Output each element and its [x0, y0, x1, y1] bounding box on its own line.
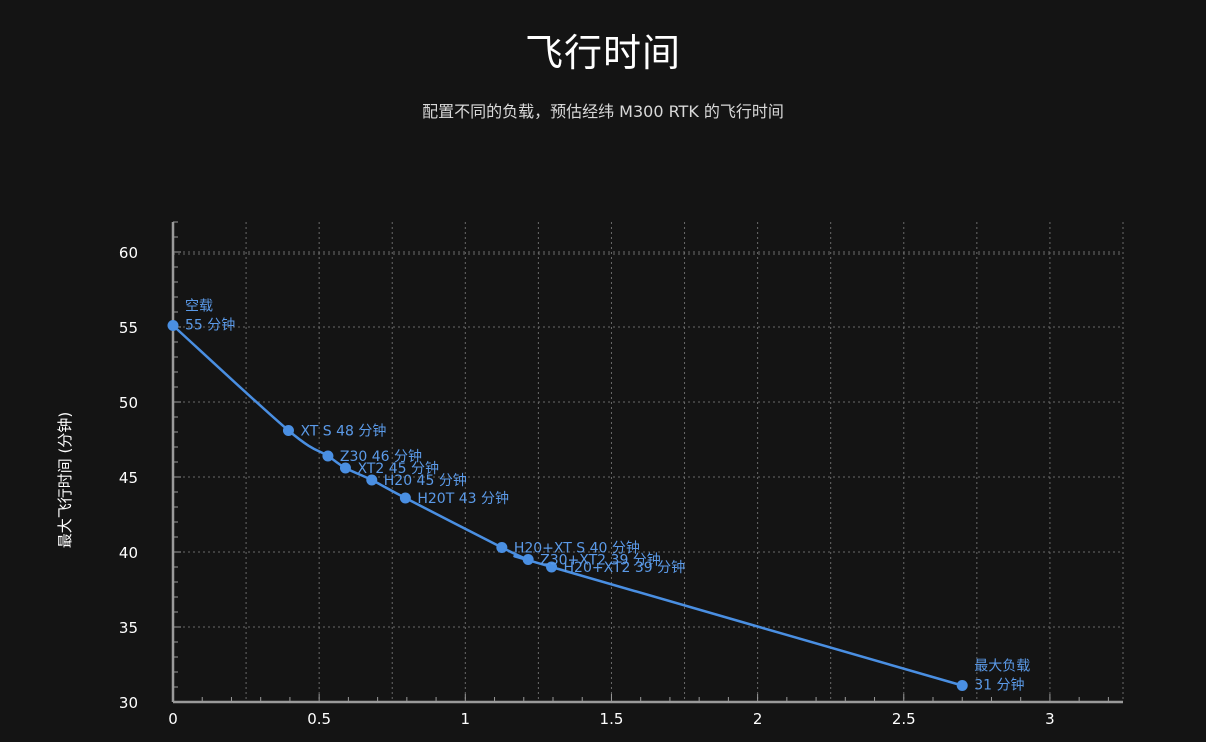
data-point — [399, 492, 411, 504]
data-point — [956, 680, 968, 691]
x-tick-label: 0.5 — [307, 710, 331, 728]
tick-labels: 0 0.5 1 1.5 2 2.5 3 30 35 40 45 50 55 60 — [119, 244, 1055, 728]
x-tick-label: 3 — [1045, 710, 1055, 728]
data-point — [322, 450, 334, 462]
data-label: Z30+XT2 39 分钟 — [540, 552, 661, 569]
flight-time-curve — [172, 324, 963, 687]
x-tick-label: 0 — [168, 710, 178, 728]
data-label: H20+XT2 39 分钟 — [564, 559, 686, 576]
y-tick-label: 35 — [119, 619, 138, 637]
data-point — [167, 320, 179, 331]
x-tick-label: 1.5 — [600, 710, 624, 728]
data-label: H20T 43 分钟 — [417, 490, 509, 507]
data-point — [339, 462, 351, 474]
data-label: 空载 — [185, 299, 213, 315]
data-label: Z30 46 分钟 — [340, 448, 422, 465]
grid-lines — [173, 222, 1124, 702]
data-label: XT S 48 分钟 — [300, 423, 386, 440]
y-tick-label: 55 — [119, 319, 138, 337]
y-axis-label: 最大飞行时间 (分钟) — [56, 412, 74, 548]
chart-subtitle: 配置不同的负载，预估经纬 M300 RTK 的飞行时间 — [422, 102, 784, 121]
y-tick-label: 60 — [119, 244, 138, 262]
y-tick-label: 50 — [119, 394, 138, 412]
data-label: 55 分钟 — [185, 317, 235, 334]
data-point — [522, 554, 534, 565]
x-tick-label: 1 — [461, 710, 471, 728]
data-label: 最大负载 — [974, 659, 1030, 675]
data-point — [496, 542, 508, 553]
data-point — [546, 561, 558, 573]
x-tick-label: 2.5 — [892, 710, 916, 728]
data-point — [366, 474, 378, 486]
data-label: H20+XT S 40 分钟 — [514, 540, 640, 557]
chart-title: 飞行时间 — [524, 31, 681, 75]
data-label: H20 45 分钟 — [384, 472, 467, 489]
data-label: XT2 45 分钟 — [357, 460, 439, 477]
y-tick-label: 30 — [119, 694, 138, 712]
data-label: 31 分钟 — [974, 677, 1024, 694]
x-tick-label: 2 — [753, 710, 763, 728]
axes — [171, 221, 1123, 704]
y-tick-label: 45 — [119, 469, 138, 487]
data-points — [167, 320, 968, 691]
data-point — [282, 425, 294, 436]
y-tick-label: 40 — [119, 544, 138, 562]
